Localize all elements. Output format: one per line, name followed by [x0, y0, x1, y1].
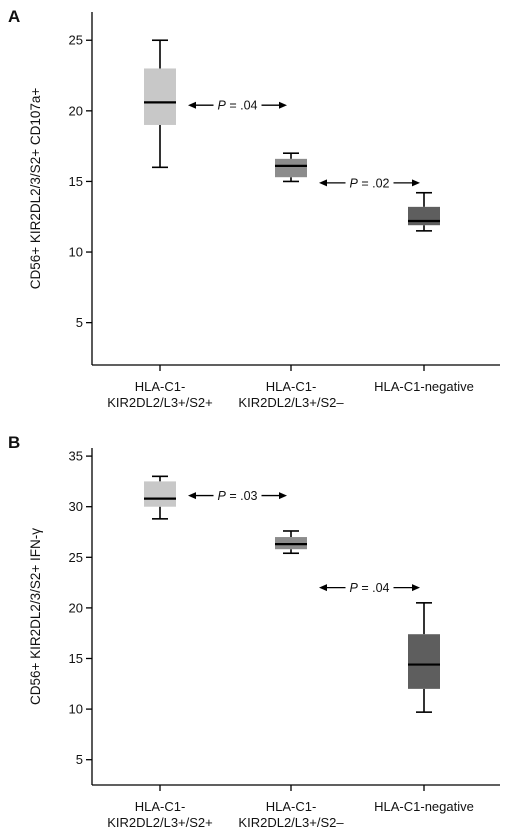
p-value-label: P = .02	[350, 176, 390, 190]
arrow-head-left	[319, 584, 327, 592]
category-label: HLA-C1-negative	[374, 379, 474, 394]
comparison: P = .03	[188, 489, 287, 503]
box-group	[275, 530, 307, 555]
p-value-label: P = .04	[350, 581, 390, 595]
box-group	[144, 39, 176, 169]
y-tick-label: 25	[69, 550, 83, 565]
box-iqr	[408, 634, 440, 689]
box-group	[408, 602, 440, 713]
box-group	[275, 152, 307, 183]
panel-letter: B	[8, 433, 20, 452]
y-tick-label: 15	[69, 174, 83, 189]
y-axis-title: CD56+ KIR2DL2/3/S2+ IFN-γ	[28, 528, 43, 705]
box-iqr	[275, 158, 307, 178]
y-tick-label: 10	[69, 245, 83, 260]
panel-A: A510152025HLA-C1-KIR2DL2/L3+/S2+HLA-C1-K…	[8, 7, 500, 410]
arrow-head-right	[279, 101, 287, 109]
y-tick-label: 20	[69, 600, 83, 615]
p-value: = .03	[226, 489, 258, 503]
panel-B: B5101520253035HLA-C1-KIR2DL2/L3+/S2+HLA-…	[8, 433, 500, 830]
box-group	[144, 475, 176, 520]
y-tick-label: 5	[76, 315, 83, 330]
comparison: P = .02	[319, 176, 420, 190]
comparison: P = .04	[188, 99, 287, 113]
category-label-line: HLA-C1-	[266, 379, 317, 394]
category-label-line: HLA-C1-	[135, 799, 186, 814]
p-letter: P	[218, 99, 227, 113]
p-value-label: P = .04	[218, 99, 258, 113]
box-iqr	[144, 68, 176, 125]
p-letter: P	[218, 489, 227, 503]
category-label-line: KIR2DL2/L3+/S2–	[238, 395, 344, 410]
arrow-head-left	[319, 179, 327, 187]
y-tick-label: 10	[69, 702, 83, 717]
category-label-line: HLA-C1-	[135, 379, 186, 394]
box-iqr	[144, 481, 176, 507]
category-label: HLA-C1-KIR2DL2/L3+/S2+	[107, 379, 213, 410]
p-letter: P	[350, 176, 359, 190]
p-letter: P	[350, 581, 359, 595]
box-group	[408, 191, 440, 232]
y-tick-label: 35	[69, 449, 83, 464]
category-label-line: HLA-C1-negative	[374, 799, 474, 814]
comparison: P = .04	[319, 581, 420, 595]
panel-letter: A	[8, 7, 20, 26]
arrow-head-right	[412, 179, 420, 187]
p-value-label: P = .03	[218, 489, 258, 503]
arrow-head-left	[188, 492, 196, 500]
p-value: = .02	[358, 176, 390, 190]
category-label-line: HLA-C1-	[266, 799, 317, 814]
arrow-head-left	[188, 101, 196, 109]
category-label: HLA-C1-KIR2DL2/L3+/S2+	[107, 799, 213, 830]
arrow-head-right	[279, 492, 287, 500]
box-iqr	[408, 206, 440, 226]
y-axis-title: CD56+ KIR2DL2/3/S2+ CD107a+	[28, 88, 43, 290]
category-label-line: KIR2DL2/L3+/S2+	[107, 395, 213, 410]
p-value: = .04	[358, 581, 390, 595]
category-label: HLA-C1-KIR2DL2/L3+/S2–	[238, 379, 344, 410]
category-label-line: KIR2DL2/L3+/S2–	[238, 815, 344, 830]
category-label-line: KIR2DL2/L3+/S2+	[107, 815, 213, 830]
y-tick-label: 20	[69, 103, 83, 118]
p-value: = .04	[226, 99, 258, 113]
category-label-line: HLA-C1-negative	[374, 379, 474, 394]
y-tick-label: 30	[69, 499, 83, 514]
y-tick-label: 25	[69, 33, 83, 48]
arrow-head-right	[412, 584, 420, 592]
y-tick-label: 15	[69, 651, 83, 666]
category-label: HLA-C1-KIR2DL2/L3+/S2–	[238, 799, 344, 830]
y-tick-label: 5	[76, 752, 83, 767]
category-label: HLA-C1-negative	[374, 799, 474, 814]
